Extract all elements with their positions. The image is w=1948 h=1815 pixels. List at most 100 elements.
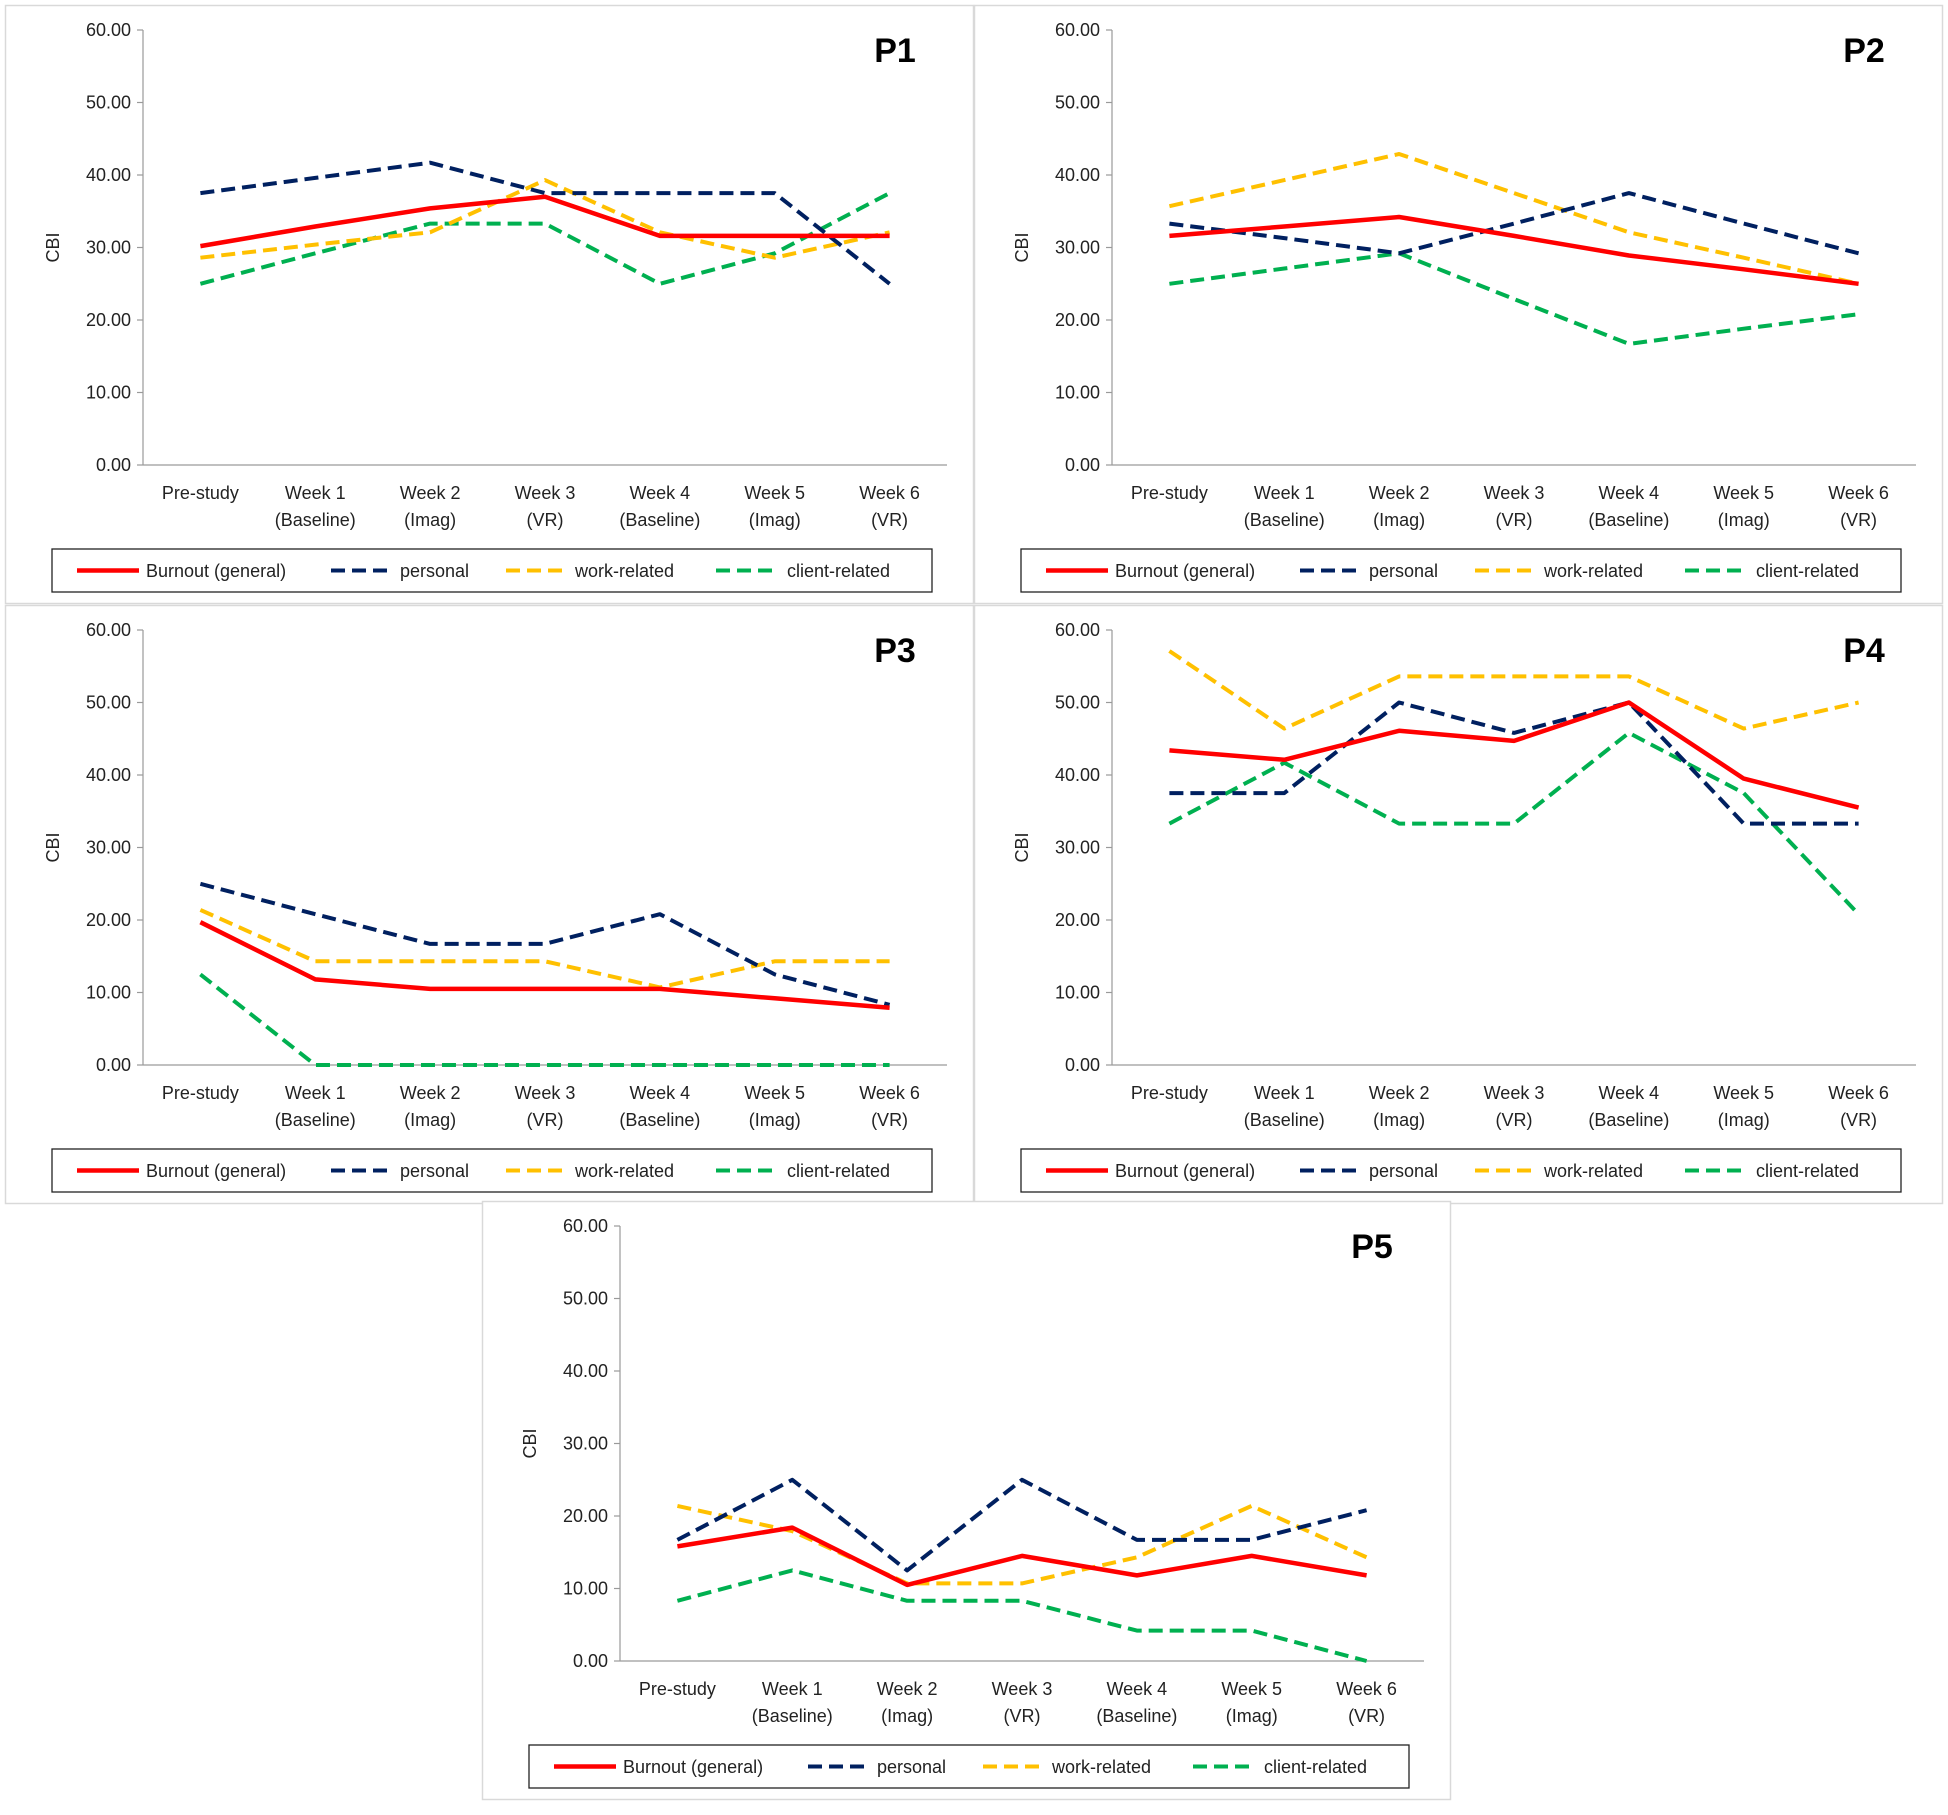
legend-box bbox=[51, 1148, 933, 1193]
chart-title: P4 bbox=[1843, 632, 1885, 670]
y-tick-label: 20.00 bbox=[86, 310, 131, 330]
legend-box bbox=[1020, 1148, 1902, 1193]
x-tick-label: Week 6 (VR) bbox=[1828, 1083, 1889, 1130]
panel: 0.00 10.00 20.00 30.00 40.00 50.00 60.00 CBI P5 P… bbox=[481, 1200, 1452, 1801]
x-tick-label: Week 2 (Imag) bbox=[1369, 1083, 1430, 1130]
x-tick-label: Week 6 (VR) bbox=[1828, 483, 1889, 530]
legend-label: client-related bbox=[787, 561, 890, 581]
x-tick-label: Week 1 (Baseline) bbox=[275, 483, 356, 530]
y-tick-label: 30.00 bbox=[1055, 838, 1100, 858]
y-tick-label: 10.00 bbox=[1055, 983, 1100, 1003]
series-line bbox=[676, 1477, 1368, 1573]
series-line bbox=[1169, 214, 1859, 287]
x-tick-label: Week 1 (Baseline) bbox=[752, 1679, 833, 1726]
x-tick-label: Week 3 (VR) bbox=[992, 1679, 1053, 1726]
legend-label: Burnout (general) bbox=[146, 561, 286, 581]
legend-label: work-related bbox=[574, 1161, 674, 1181]
x-tick-label: Week 5 (Imag) bbox=[744, 483, 805, 530]
chart-title: P1 bbox=[874, 32, 916, 70]
y-tick-label: 30.00 bbox=[1055, 238, 1100, 258]
legend-label: client-related bbox=[1756, 561, 1859, 581]
x-tick-label: Week 4 (Baseline) bbox=[1588, 483, 1669, 530]
x-tick-label: Week 5 (Imag) bbox=[1221, 1679, 1282, 1726]
x-tick-label: Week 2 (Imag) bbox=[1369, 483, 1430, 530]
series-line bbox=[200, 178, 891, 260]
y-tick-label: 60.00 bbox=[1055, 620, 1100, 640]
panel-border bbox=[481, 1200, 1452, 1801]
legend-box bbox=[528, 1744, 1410, 1789]
x-tick-label: Pre-study bbox=[162, 1083, 239, 1103]
x-tick-label: Week 3 (VR) bbox=[515, 1083, 576, 1130]
legend-label: work-related bbox=[1543, 561, 1643, 581]
series-line bbox=[676, 1568, 1368, 1663]
legend-label: personal bbox=[400, 1161, 469, 1181]
legend-box bbox=[1020, 548, 1902, 593]
y-tick-label: 0.00 bbox=[96, 1055, 131, 1075]
x-tick-label: Week 4 (Baseline) bbox=[619, 483, 700, 530]
y-tick-label: 60.00 bbox=[86, 620, 131, 640]
legend-box bbox=[51, 548, 933, 593]
x-tick-label: Week 3 (VR) bbox=[1484, 483, 1545, 530]
series-line bbox=[200, 194, 890, 249]
series-line bbox=[677, 1525, 1367, 1588]
x-tick-label: Week 3 (VR) bbox=[1484, 1083, 1545, 1130]
y-tick-label: 10.00 bbox=[86, 383, 131, 403]
legend-label: Burnout (general) bbox=[1115, 1161, 1255, 1181]
series-line bbox=[199, 908, 890, 990]
legend-label: work-related bbox=[1051, 1757, 1151, 1777]
y-axis-label: CBI bbox=[1012, 232, 1032, 262]
x-tick-label: Week 4 (Baseline) bbox=[1588, 1083, 1669, 1130]
y-tick-label: 0.00 bbox=[96, 455, 131, 475]
legend-label: client-related bbox=[787, 1161, 890, 1181]
x-tick-label: Pre-study bbox=[1131, 483, 1208, 503]
x-tick-label: Week 2 (Imag) bbox=[400, 1083, 461, 1130]
series-line bbox=[199, 881, 891, 1007]
y-axis-label: CBI bbox=[43, 832, 63, 862]
x-tick-label: Week 5 (Imag) bbox=[744, 1083, 805, 1130]
panel: 0.00 10.00 20.00 30.00 40.00 50.00 60.00 CBI P2 P… bbox=[973, 4, 1944, 605]
y-tick-label: 0.00 bbox=[1065, 455, 1100, 475]
x-tick-label: Week 1 (Baseline) bbox=[1244, 483, 1325, 530]
y-tick-label: 50.00 bbox=[1055, 93, 1100, 113]
y-tick-label: 30.00 bbox=[86, 238, 131, 258]
panel: 0.00 10.00 20.00 30.00 40.00 50.00 60.00 CBI P3 P… bbox=[4, 604, 975, 1205]
panel-border bbox=[973, 604, 1944, 1205]
x-tick-label: Pre-study bbox=[162, 483, 239, 503]
series-line bbox=[1169, 700, 1860, 810]
y-axis-label: CBI bbox=[1012, 832, 1032, 862]
legend-label: personal bbox=[1369, 561, 1438, 581]
x-tick-label: Week 1 (Baseline) bbox=[1244, 1083, 1325, 1130]
series-line bbox=[199, 920, 890, 1010]
x-tick-label: Week 6 (VR) bbox=[1336, 1679, 1397, 1726]
y-tick-label: 40.00 bbox=[1055, 765, 1100, 785]
y-axis-label: CBI bbox=[43, 232, 63, 262]
x-tick-label: Week 1 (Baseline) bbox=[275, 1083, 356, 1130]
panel-border bbox=[4, 4, 975, 605]
x-tick-label: Week 5 (Imag) bbox=[1713, 483, 1774, 530]
y-tick-label: 40.00 bbox=[86, 765, 131, 785]
series-line bbox=[200, 160, 891, 286]
legend-label: personal bbox=[1369, 1161, 1438, 1181]
legend-label: Burnout (general) bbox=[146, 1161, 286, 1181]
series-line bbox=[1169, 251, 1859, 346]
y-tick-label: 20.00 bbox=[563, 1506, 608, 1526]
legend-label: personal bbox=[877, 1757, 946, 1777]
series-line bbox=[1168, 649, 1860, 731]
panel-border bbox=[4, 604, 975, 1205]
series-line bbox=[1168, 152, 1860, 286]
x-tick-label: Week 4 (Baseline) bbox=[619, 1083, 700, 1130]
legend-label: client-related bbox=[1756, 1161, 1859, 1181]
y-tick-label: 60.00 bbox=[563, 1216, 608, 1236]
y-axis-label: CBI bbox=[520, 1428, 540, 1458]
x-tick-label: Week 2 (Imag) bbox=[877, 1679, 938, 1726]
y-tick-label: 50.00 bbox=[563, 1289, 608, 1309]
y-tick-label: 20.00 bbox=[1055, 910, 1100, 930]
y-tick-label: 10.00 bbox=[563, 1579, 608, 1599]
y-tick-label: 50.00 bbox=[86, 93, 131, 113]
y-tick-label: 0.00 bbox=[573, 1651, 608, 1671]
y-tick-label: 60.00 bbox=[86, 20, 131, 40]
x-tick-label: Week 5 (Imag) bbox=[1713, 1083, 1774, 1130]
series-line bbox=[676, 1503, 1368, 1586]
series-line bbox=[1169, 191, 1860, 256]
